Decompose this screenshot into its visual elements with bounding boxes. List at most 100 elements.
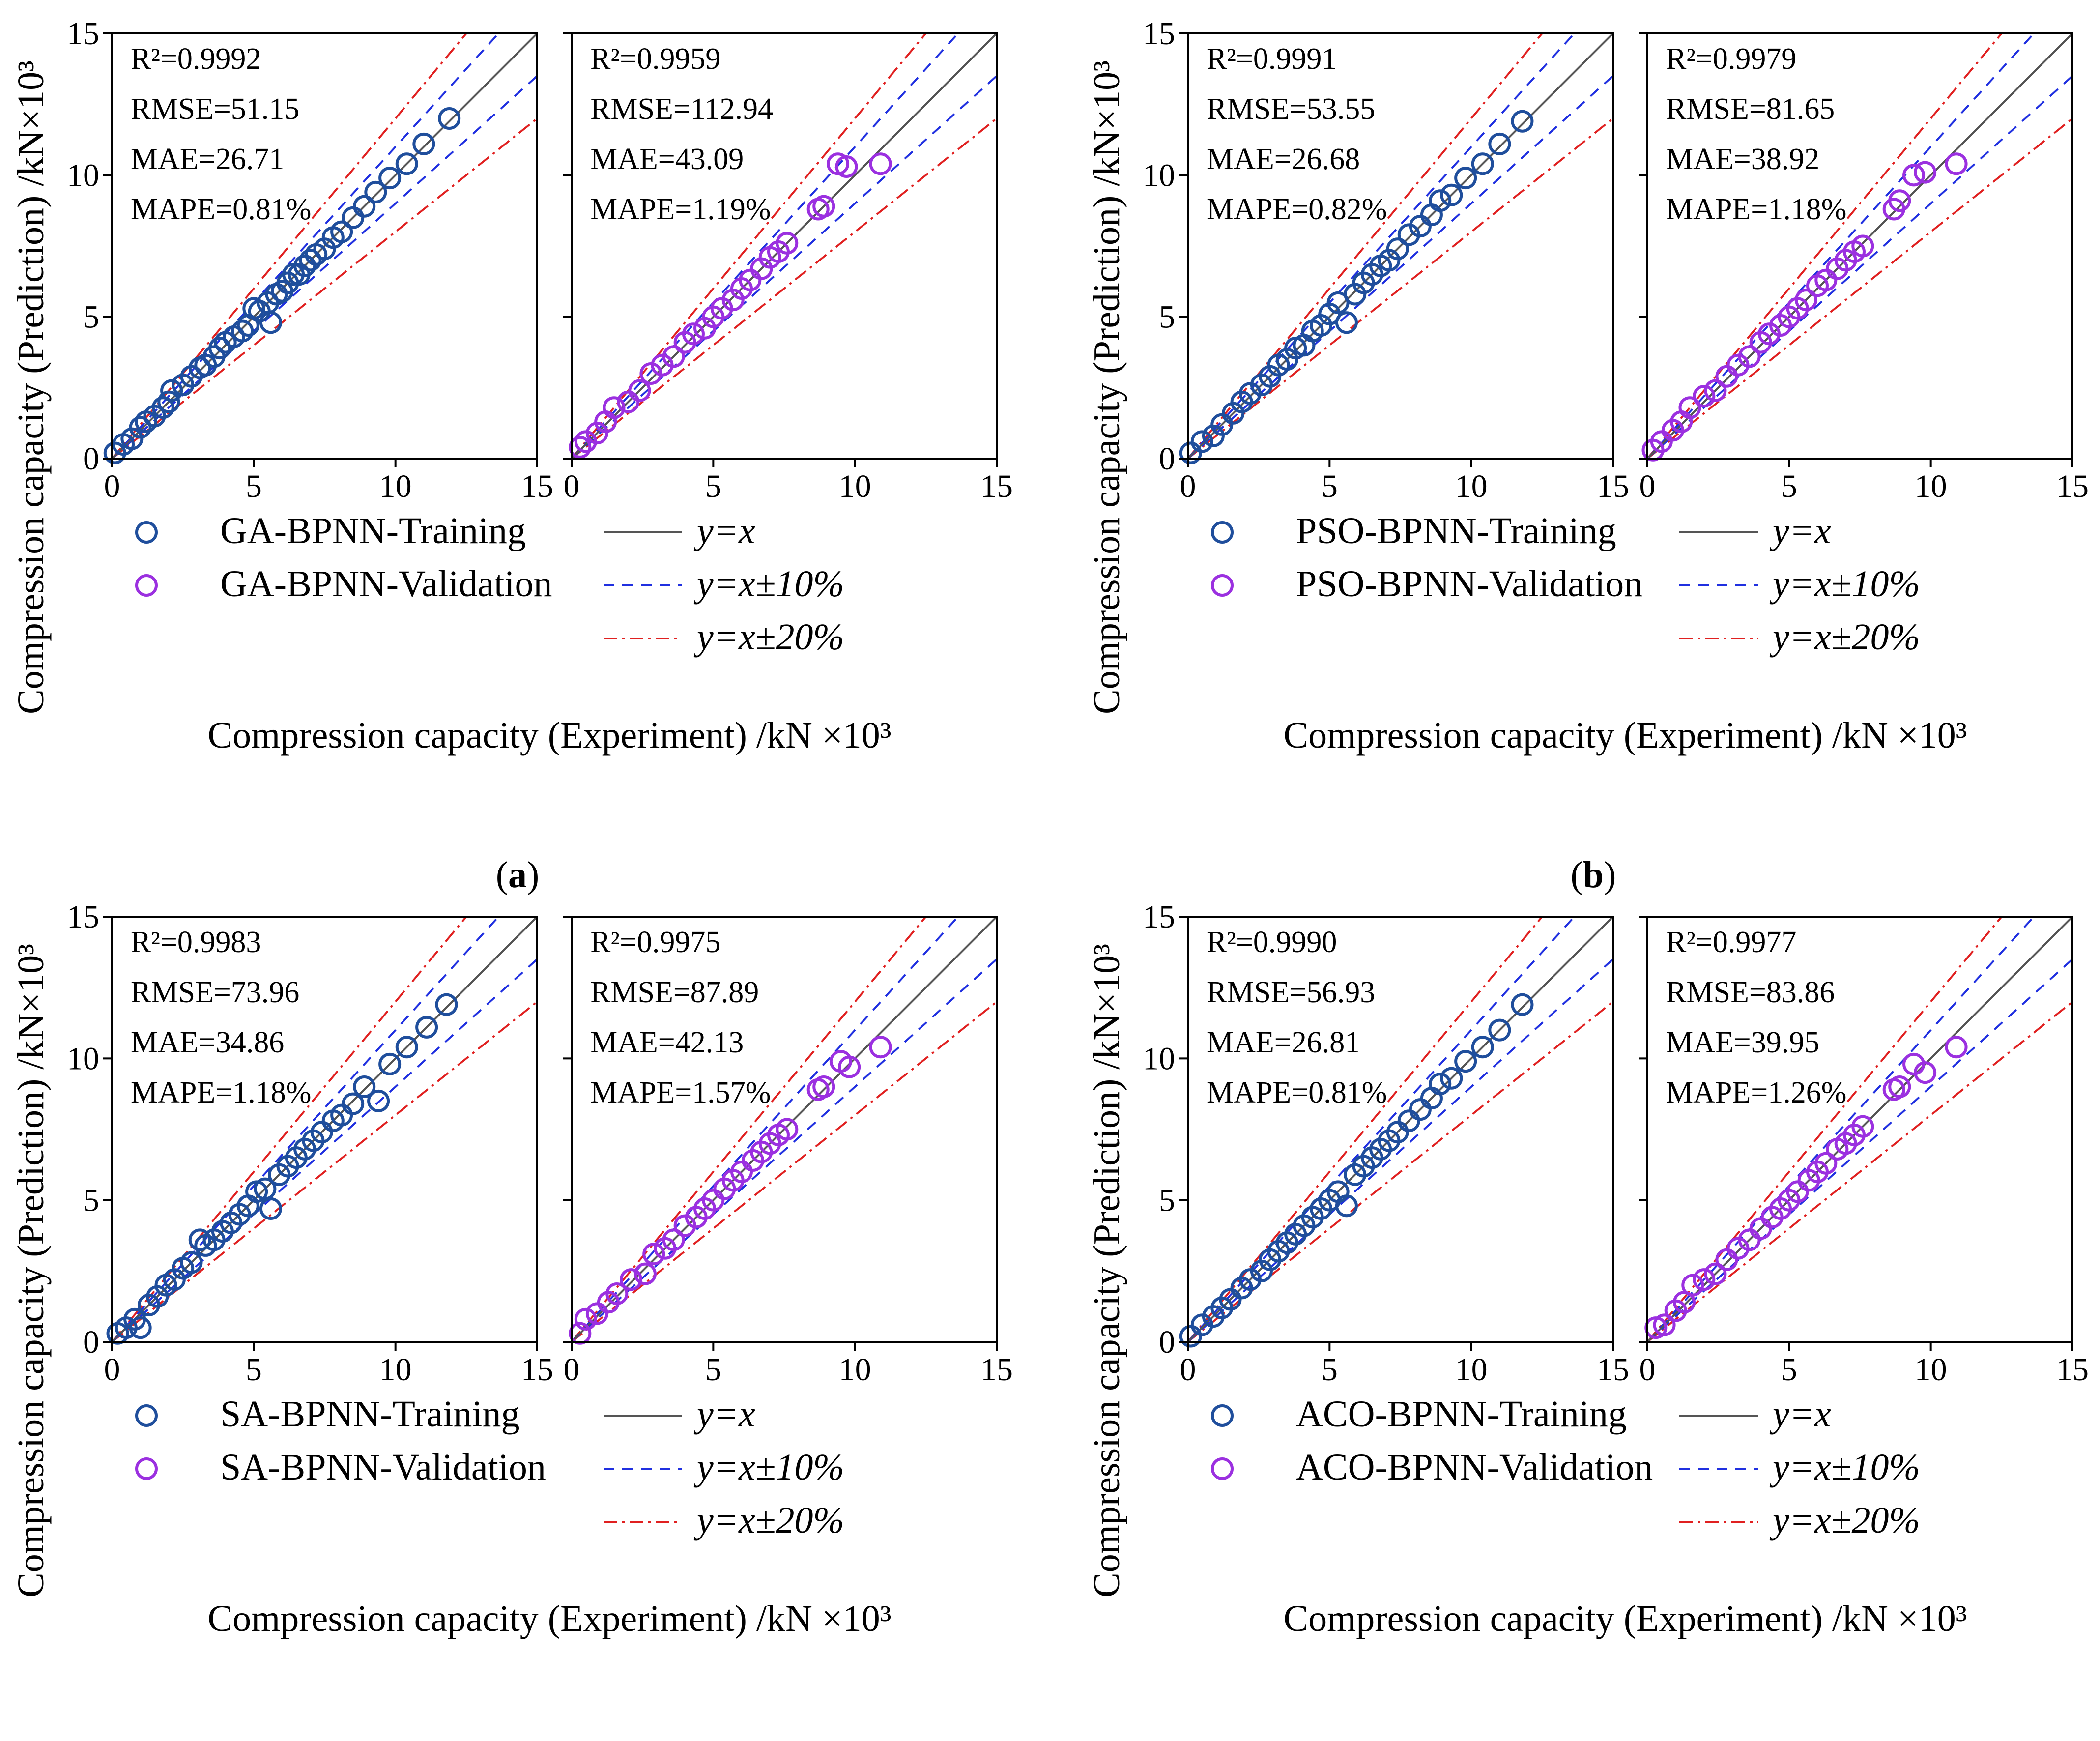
data-point [585, 1302, 608, 1325]
data-point [1650, 430, 1673, 453]
data-point [1749, 1217, 1772, 1240]
metric-text: RMSE=83.86 [1666, 976, 1835, 1009]
metric-text: MAPE=1.26% [1666, 1076, 1846, 1109]
metric-text: MAPE=0.81% [131, 193, 311, 226]
line-y-equals-x [112, 33, 537, 459]
line-plus-10-percent [1188, 33, 1576, 459]
x-tick-label: 0 [1640, 468, 1656, 504]
legend-marker [1211, 521, 1234, 544]
x-tick-label: 10 [839, 468, 871, 504]
data-point [353, 195, 376, 218]
data-point [259, 311, 282, 334]
chart-panel-a: 005510101515R²=0.9992RMSE=51.15MAE=26.71… [10, 16, 1013, 896]
plot-frame [111, 916, 538, 1343]
line-minus-20-percent [1188, 117, 1613, 459]
metric-text: RMSE=73.96 [131, 976, 299, 1009]
data-point [1914, 1061, 1937, 1084]
x-tick-label: 5 [246, 468, 262, 504]
data-point [1814, 268, 1838, 291]
legend-label: GA-BPNN-Training [220, 510, 526, 551]
x-tick-label: 5 [705, 1352, 721, 1388]
data-point [603, 396, 626, 419]
data-point [1814, 1152, 1838, 1175]
data-point [1715, 365, 1738, 388]
legend-line-label: y=x±10% [693, 563, 844, 605]
metric-text: RMSE=51.15 [131, 92, 299, 126]
data-point [395, 152, 418, 175]
data-point [812, 195, 835, 218]
legend-marker [135, 1457, 158, 1480]
y-tick-label: 5 [1159, 299, 1175, 335]
data-point [1914, 161, 1937, 184]
data-point [1210, 413, 1234, 436]
y-tick-label: 15 [67, 899, 99, 935]
legend-line-label: y=x±20% [693, 616, 844, 658]
data-point [1471, 1036, 1494, 1059]
plot-frame [1646, 916, 2073, 1343]
line-minus-10-percent [572, 958, 997, 1342]
data-point [299, 249, 322, 272]
metric-text: MAPE=1.57% [590, 1076, 771, 1109]
legend-label: PSO-BPNN-Training [1296, 510, 1616, 551]
x-tick-label: 15 [2056, 468, 2089, 504]
metric-text: R²=0.9979 [1666, 42, 1796, 76]
plot-frame [571, 916, 998, 1343]
line-plus-10-percent [1647, 33, 2036, 459]
line-plus-10-percent [1188, 917, 1576, 1342]
line-minus-10-percent [112, 75, 537, 459]
plot-frame [1187, 32, 1614, 460]
x-tick-label: 10 [379, 468, 412, 504]
x-tick-label: 15 [1597, 1352, 1629, 1388]
data-point [129, 1316, 152, 1339]
line-minus-20-percent [112, 117, 537, 459]
legend: ACO-BPNN-Training ACO-BPNN-Validation y=x y… [1211, 1393, 1920, 1541]
x-tick-label: 5 [1781, 468, 1797, 504]
legend-marker [1211, 574, 1234, 597]
data-point [1190, 430, 1213, 453]
metric-text: MAE=42.13 [590, 1026, 744, 1059]
data-points [1179, 110, 1534, 464]
y-tick-label: 10 [67, 157, 99, 193]
data-point [378, 167, 402, 190]
plot-frame [1646, 32, 2073, 460]
subplot-d-validation: 0 5 10 15 R²=0.9977 RMSE=83.86 MAE=39.95 MAPE=1… [1639, 916, 2089, 1388]
y-tick-label: 10 [1143, 157, 1175, 193]
data-point [330, 1103, 353, 1127]
line-plus-10-percent [112, 917, 500, 1342]
subplot-b-training: 00 5 5 10 10 15 15 R²=0.9991 RMSE=53.55 MAE=26.68… [1143, 16, 1629, 504]
data-points [1644, 1036, 1968, 1339]
data-point [1179, 441, 1202, 464]
legend-line-label: y=x [1769, 510, 1831, 551]
y-tick-label: 0 [1159, 1324, 1175, 1360]
data-point [574, 1307, 597, 1331]
data-point [1409, 215, 1432, 238]
data-points [1179, 993, 1534, 1348]
data-point [628, 379, 651, 402]
subplot-a-validation: 0 5 10 15 R²=0.9959 RMSE=112.94 MAE=43.09 MAPE=… [563, 32, 1013, 504]
metric-text: R²=0.9990 [1207, 926, 1337, 959]
metric-text: MAE=43.09 [590, 143, 744, 176]
x-tick-label: 5 [1322, 468, 1338, 504]
data-point [1653, 1313, 1676, 1336]
data-point [605, 1282, 629, 1305]
metric-text: RMSE=56.93 [1207, 976, 1375, 1009]
legend-line-label: y=x [1769, 1393, 1831, 1435]
line-plus-10-percent [572, 917, 960, 1342]
x-tick-label: 0 [564, 1352, 580, 1388]
panel-caption: (a) [496, 854, 540, 896]
metric-text: MAE=26.68 [1207, 143, 1360, 176]
x-tick-label: 15 [980, 1352, 1013, 1388]
data-point [310, 1121, 333, 1144]
line-minus-20-percent [572, 1001, 997, 1342]
x-tick-label: 0 [104, 1352, 120, 1388]
data-point [1794, 289, 1817, 312]
x-tick-label: 0 [1640, 1352, 1656, 1388]
line-plus-20-percent [1188, 33, 1544, 459]
data-point [231, 319, 254, 343]
line-minus-20-percent [1647, 117, 2072, 459]
line-minus-10-percent [1647, 75, 2072, 459]
data-point [330, 220, 353, 243]
data-point [633, 1262, 657, 1285]
data-point [1488, 1018, 1511, 1042]
y-tick-label: 5 [83, 299, 99, 335]
